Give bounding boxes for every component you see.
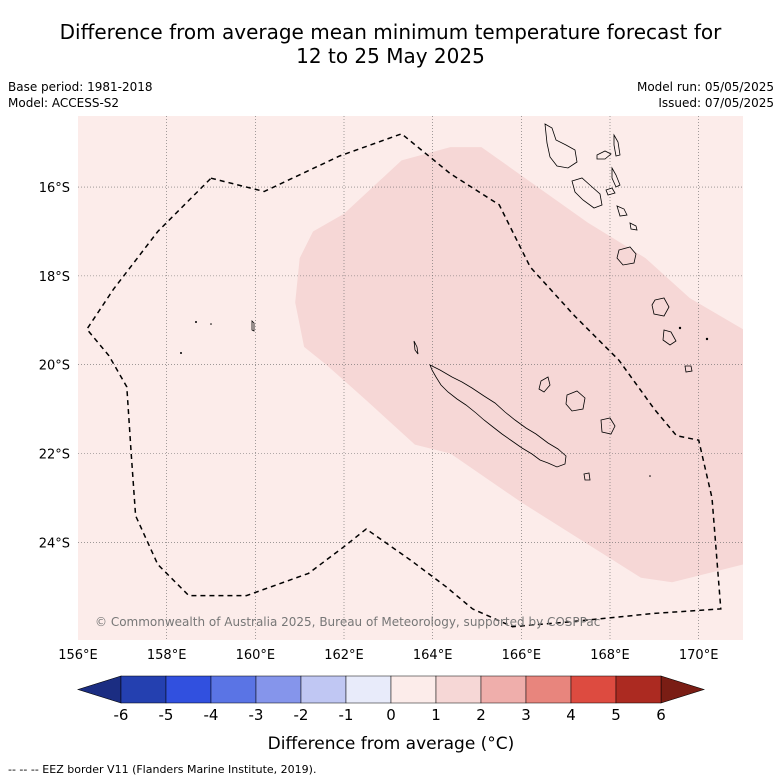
vanuatu-epi-coastline (616, 205, 628, 217)
belep-islands-coastline (413, 340, 419, 355)
vanuatu-futuna-islet (705, 337, 709, 341)
bellona-reef-islet (180, 352, 182, 354)
colorbar-tick-label: 6 (656, 706, 666, 724)
eez-border-line (85, 132, 722, 628)
colorbar-label: Difference from average (°C) (268, 734, 515, 754)
vanuatu-espiritu-santo-coastline (544, 123, 578, 169)
chesterfield-reef-outline (251, 320, 255, 332)
eez-footnote: -- -- -- EEZ border V11 (Flanders Marine… (8, 763, 317, 776)
colorbar-tick-label: 3 (521, 706, 531, 724)
colorbar-bin (390, 675, 437, 704)
isle-of-pines-coastline (583, 472, 591, 481)
vanuatu-maewo-coastline (613, 133, 621, 157)
issued-label: Issued: 07/05/2025 (658, 96, 774, 110)
colorbar-bin (435, 675, 482, 704)
colorbar-bin (480, 675, 527, 704)
colorbar-tick-label: 0 (386, 706, 396, 724)
colorbar-over-arrow (660, 675, 706, 704)
colorbar-bin (165, 675, 212, 704)
colorbar-bin (120, 675, 167, 704)
colorbar-tick-label: 5 (611, 706, 621, 724)
colorbar-tick-label: 1 (431, 706, 441, 724)
y-tick-label: 16°S (39, 181, 70, 196)
vanuatu-tanna-coastline (662, 329, 677, 346)
coastline-group (180, 123, 709, 481)
vanuatu-aneityum-coastline (684, 365, 693, 373)
vanuatu-efate-coastline (616, 246, 637, 266)
loyalty-ouvea-coastline (538, 376, 551, 393)
x-tick-label: 166°E (502, 648, 542, 663)
colorbar-under-arrow (76, 675, 122, 704)
x-tick-label: 168°E (590, 648, 630, 663)
x-tick-label: 162°E (324, 648, 364, 663)
loyalty-mare-coastline (600, 417, 616, 435)
vanuatu-malekula-coastline (571, 177, 603, 209)
colorbar-tick-label: -3 (249, 706, 264, 724)
vanuatu-erromango-coastline (651, 297, 670, 317)
chesterfield-islet-a (195, 321, 197, 323)
colorbar-bin (345, 675, 392, 704)
model-label: Model: ACCESS-S2 (8, 96, 120, 110)
vanuatu-shepherd-islands-coastline (629, 222, 638, 231)
colorbar-tick-label: -4 (204, 706, 219, 724)
x-tick-label: 160°E (236, 648, 276, 663)
y-tick-label: 24°S (39, 536, 70, 551)
colorbar-bin (525, 675, 572, 704)
vanuatu-ambrym-coastline (605, 187, 616, 196)
vanuatu-pentecost-coastline (611, 166, 621, 188)
chesterfield-islet-b (210, 323, 212, 325)
x-tick-label: 164°E (413, 648, 453, 663)
walpole-islet (649, 475, 651, 477)
model-run-label: Model run: 05/05/2025 (636, 80, 774, 94)
colorbar-tick-label: 4 (566, 706, 576, 724)
chart-title-line2: 12 to 25 May 2025 (296, 44, 485, 68)
colorbar-tick-label: -5 (159, 706, 174, 724)
vanuatu-aniwa-islet (678, 326, 682, 330)
colorbar-tick-label: -1 (339, 706, 354, 724)
colorbar-bin (300, 675, 347, 704)
y-tick-label: 22°S (39, 447, 70, 462)
vanuatu-ambae-coastline (596, 150, 612, 160)
copyright-text: © Commonwealth of Australia 2025, Bureau… (95, 615, 600, 629)
map-area (78, 116, 743, 640)
colorbar-bin (570, 675, 617, 704)
x-tick-label: 156°E (58, 648, 98, 663)
y-tick-label: 18°S (39, 270, 70, 285)
colorbar-bin (615, 675, 662, 704)
new-caledonia-coastline (429, 364, 567, 468)
colorbar-tick-label: -6 (114, 706, 129, 724)
colorbar-tick-label: 2 (476, 706, 486, 724)
base-period-label: Base period: 1981-2018 (8, 80, 153, 94)
colorbar-tick-label: -2 (294, 706, 309, 724)
loyalty-lifou-coastline (565, 390, 586, 412)
colorbar-bin (255, 675, 302, 704)
x-tick-label: 170°E (679, 648, 719, 663)
chart-title-line1: Difference from average mean minimum tem… (59, 20, 722, 44)
y-tick-label: 20°S (39, 359, 70, 374)
x-tick-label: 158°E (147, 648, 187, 663)
colorbar-bin (210, 675, 257, 704)
